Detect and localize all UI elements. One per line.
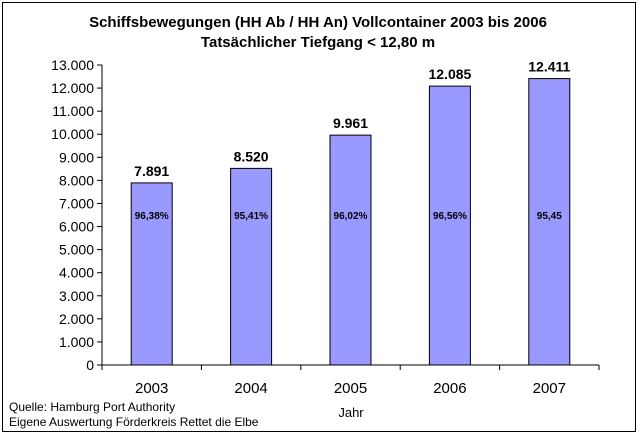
- source-line-2: Eigene Auswertung Förderkreis Rettet die…: [9, 415, 259, 429]
- y-tick-label: 10.000: [51, 126, 94, 142]
- y-tick-label: 6.000: [59, 219, 94, 235]
- y-tick-label: 0: [86, 357, 94, 373]
- bar-percent-label: 95,45: [537, 211, 562, 222]
- chart-title: Schiffsbewegungen (HH Ab / HH An) Vollco…: [89, 14, 547, 31]
- y-tick-label: 1.000: [59, 334, 94, 350]
- axes: [101, 65, 599, 366]
- bar-value-label: 7.891: [134, 163, 169, 179]
- x-tick-label: 2003: [135, 380, 168, 397]
- x-axis-ticks: 2003 2004 2005 2006 2007: [101, 365, 600, 397]
- x-tick-label: 2005: [334, 380, 367, 397]
- bar-percent-label: 96,02%: [334, 211, 368, 222]
- y-tick-label: 13.000: [51, 57, 94, 73]
- bar-2004: [230, 167, 273, 366]
- chart-frame: Schiffsbewegungen (HH Ab / HH An) Vollco…: [2, 2, 636, 432]
- y-tick-label: 3.000: [59, 288, 94, 304]
- chart-subtitle: Tatsächlicher Tiefgang < 12,80 m: [201, 34, 435, 51]
- y-tick-label: 2.000: [59, 311, 94, 327]
- y-tick-label: 9.000: [59, 149, 94, 165]
- bar-2006: [428, 85, 471, 366]
- bars: 7.891 96,38% 8.520 95,41% 9.961 96,02% 12.085 9…: [130, 59, 571, 366]
- y-tick-label: 11.000: [52, 103, 94, 119]
- bar-value-label: 8.520: [234, 148, 269, 164]
- y-tick-label: 8.000: [59, 172, 94, 188]
- bar-2007: [528, 78, 571, 366]
- chart: Schiffsbewegungen (HH Ab / HH An) Vollco…: [51, 14, 600, 420]
- y-tick-label: 4.000: [59, 265, 94, 281]
- y-axis-ticks: 0 1.000 2.000 3.000 4.000 5.000 6.000 7.000 8.00…: [51, 57, 102, 373]
- y-tick-label: 5.000: [59, 242, 94, 258]
- x-tick-label: 2006: [433, 380, 466, 397]
- x-tick-label: 2007: [533, 380, 566, 397]
- bar-value-label: 9.961: [333, 115, 368, 131]
- bar-percent-label: 96,38%: [135, 211, 169, 222]
- bar-2003: [130, 182, 173, 366]
- bar-value-label: 12.411: [528, 59, 570, 75]
- bar-percent-label: 95,41%: [234, 211, 268, 222]
- y-tick-label: 7.000: [59, 195, 94, 211]
- bar-2005: [329, 134, 372, 366]
- bar-percent-label: 96,56%: [433, 211, 467, 222]
- bar-value-label: 12.085: [428, 66, 471, 82]
- x-axis-label: Jahr: [338, 405, 364, 420]
- y-tick-label: 12.000: [51, 80, 94, 96]
- x-tick-label: 2004: [234, 380, 267, 397]
- source-line-1: Quelle: Hamburg Port Authority: [9, 400, 176, 414]
